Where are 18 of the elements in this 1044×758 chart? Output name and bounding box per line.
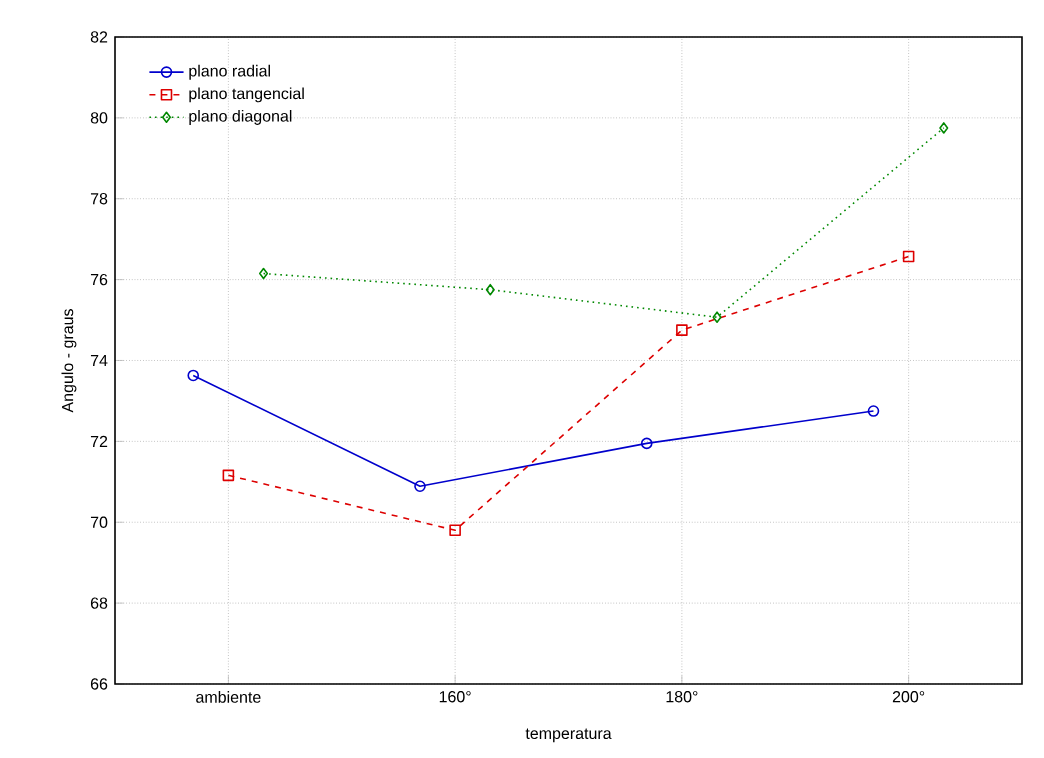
x-axis-title: temperatura [525, 728, 612, 743]
x-tick-label: 180° [666, 691, 698, 703]
y-axis-title: Angulo - graus [61, 309, 77, 413]
x-tick-label: ambiente [196, 691, 261, 703]
y-tick-label: 72 [90, 435, 108, 447]
y-tick-label: 76 [90, 273, 108, 286]
y-tick-label: 82 [90, 31, 108, 43]
y-tick-label: 66 [90, 678, 108, 690]
legend-label: plano diagonal [189, 109, 292, 125]
x-tick-label: 160° [439, 691, 471, 703]
legend-label: plano tangencial [189, 87, 304, 103]
y-tick-label: 70 [90, 516, 108, 528]
legend-label: plano radial [189, 64, 270, 80]
y-tick-label: 80 [90, 112, 108, 124]
y-tick-label: 74 [90, 354, 108, 366]
x-tick-label: 200° [892, 691, 925, 703]
y-tick-label: 78 [90, 193, 108, 205]
y-tick-label: 68 [90, 597, 108, 609]
